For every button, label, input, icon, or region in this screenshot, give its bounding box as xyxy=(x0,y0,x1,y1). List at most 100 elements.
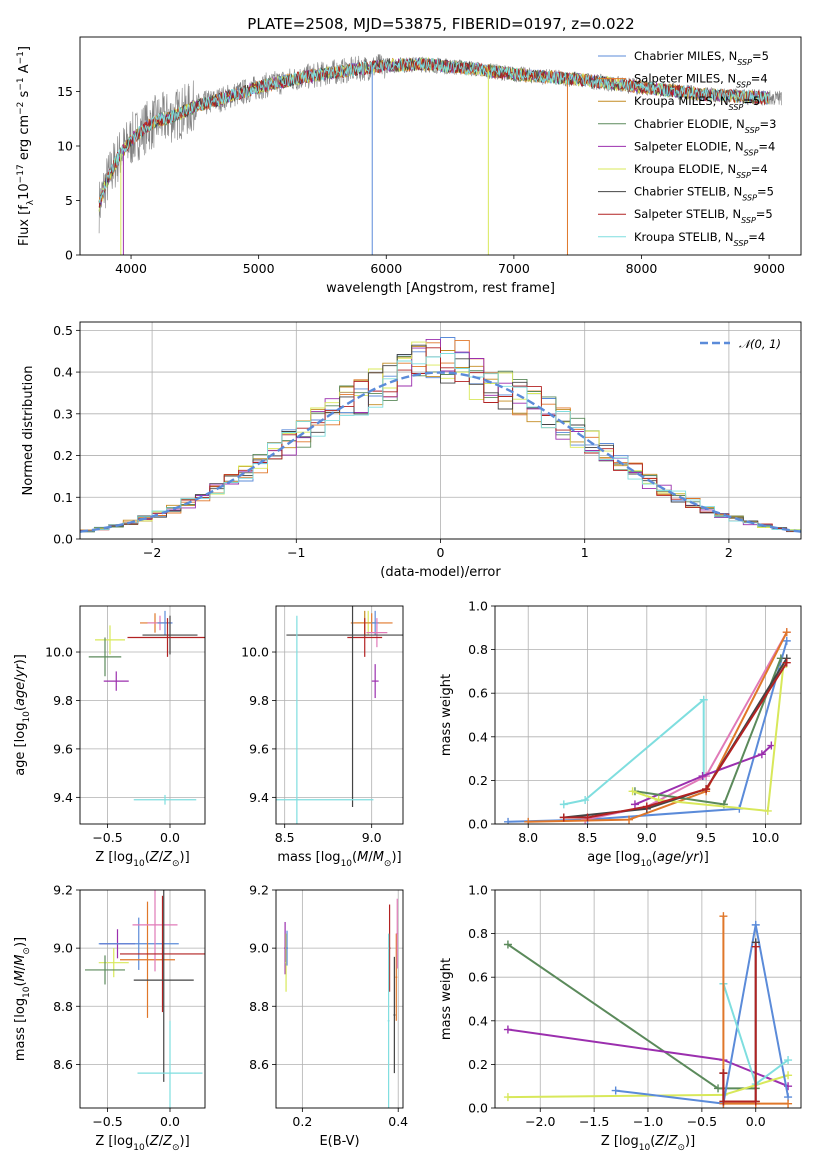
ticks: −0.5 0.0 8.6 8.8 9.0 9.2 xyxy=(53,883,180,1130)
y-tick-label: 9.4 xyxy=(249,790,269,805)
weight-marker xyxy=(702,785,711,794)
plot-area xyxy=(88,610,205,805)
y-tick-label: 0.0 xyxy=(468,817,488,832)
plot-area xyxy=(85,890,205,1108)
y-tick-label: 8.6 xyxy=(53,1057,73,1072)
x-tick-label: 4000 xyxy=(115,261,147,276)
legend-label: Kroupa ELODIE, NSSP=4 xyxy=(634,162,768,180)
weight-marker xyxy=(625,815,634,824)
age-vs-metallicity-panel: −0.5 0.0 9.4 9.6 9.8 10.0 Z [log10(Z/Z⊙)] age [… xyxy=(13,605,206,869)
y-tick-label: 0.2 xyxy=(53,448,73,463)
x-tick-label: 8.0 xyxy=(518,830,538,845)
x-tick-label: −2.0 xyxy=(525,1114,555,1129)
weight-marker xyxy=(784,1071,793,1080)
x-tick-label: 7000 xyxy=(498,261,530,276)
y-tick-label: 9.2 xyxy=(249,883,269,898)
weight-marker xyxy=(719,1097,728,1106)
x-axis-label: wavelength [Angstrom, rest frame] xyxy=(326,281,555,296)
y-tick-label: 0.0 xyxy=(53,532,73,547)
legend-label: Kroupa STELIB, NSSP=4 xyxy=(634,230,765,248)
grid xyxy=(276,606,403,824)
y-tick-label: 0.2 xyxy=(468,1057,488,1072)
weight-line xyxy=(722,946,757,1103)
weight-line xyxy=(563,698,705,806)
plot-area xyxy=(98,53,782,255)
x-axis-label: E(B-V) xyxy=(319,1134,359,1149)
x-tick-label: 1 xyxy=(581,545,589,560)
y-tick-label: 15 xyxy=(57,84,73,99)
x-tick-label: −1 xyxy=(287,545,305,560)
weight-marker xyxy=(719,912,728,921)
y-tick-label: 9.8 xyxy=(249,693,269,708)
axes-frame xyxy=(275,889,404,1109)
y-tick-label: 0.1 xyxy=(53,490,73,505)
y-tick-label: 0.0 xyxy=(468,1101,488,1116)
y-tick-label: 9.0 xyxy=(53,941,73,956)
weight-marker xyxy=(524,817,533,824)
weight-line xyxy=(615,923,790,1105)
legend: 𝒩(0, 1) xyxy=(700,337,781,351)
axes-frame xyxy=(79,889,206,1109)
y-tick-label: 10 xyxy=(57,139,73,154)
weight-marker xyxy=(714,1084,723,1093)
weight-marker xyxy=(699,695,708,704)
y-tick-label: 0.4 xyxy=(53,365,73,380)
y-tick-label: 1.0 xyxy=(468,599,488,614)
y-tick-label: 9.6 xyxy=(249,741,269,756)
residual-histogram xyxy=(80,344,801,533)
x-tick-label: 0.0 xyxy=(160,830,180,845)
weight-line xyxy=(722,916,789,1105)
weight-marker xyxy=(751,920,760,929)
weight-marker xyxy=(757,750,766,759)
x-tick-label: 0.0 xyxy=(746,1114,766,1129)
y-tick-label: 1.0 xyxy=(468,883,488,898)
weight-marker xyxy=(719,1069,728,1078)
weight-marker xyxy=(559,800,568,809)
y-tick-label: 9.6 xyxy=(53,741,73,756)
y-axis-label: Flux [fλ10−17 erg cm−2 s−1 A−1] xyxy=(16,46,36,246)
ticks: −0.5 0.0 9.4 9.6 9.8 10.0 xyxy=(45,645,180,845)
y-axis-label: mass [log10(M/M⊙)] xyxy=(13,937,32,1061)
x-axis-label: age [log10(age/yr)] xyxy=(587,850,709,869)
legend-label: Chabrier STELIB, NSSP=5 xyxy=(634,185,774,203)
x-tick-label: 2 xyxy=(725,545,733,560)
y-tick-label: 9.4 xyxy=(53,790,73,805)
weight-line xyxy=(563,662,788,819)
weight-marker xyxy=(630,800,639,809)
axes-frame xyxy=(275,605,404,825)
weight-marker xyxy=(503,940,512,949)
age-vs-mass-panel: 8.5 9.0 9.4 9.6 9.8 10.0 mass [log10(M/M⊙)] xyxy=(241,605,404,869)
y-tick-label: 0.6 xyxy=(468,970,488,985)
plot-area xyxy=(503,912,793,1108)
x-tick-label: 10.0 xyxy=(751,830,779,845)
plot-area xyxy=(80,337,801,533)
spectrum-panel: 4000 5000 6000 7000 8000 9000 0 5 10 15 wavelength… xyxy=(16,36,802,296)
x-tick-label: −0.5 xyxy=(687,1114,717,1129)
legend-label: 𝒩(0, 1) xyxy=(739,337,781,351)
y-tick-label: 8.8 xyxy=(249,999,269,1014)
weight-marker xyxy=(503,1093,512,1102)
x-tick-label: 0 xyxy=(437,545,445,560)
weight-marker xyxy=(503,1025,512,1034)
y-tick-label: 0.8 xyxy=(468,926,488,941)
grid xyxy=(276,889,403,1108)
weight-line xyxy=(528,631,788,823)
mass-vs-metallicity-panel: −0.5 0.0 8.6 8.8 9.0 9.2 Z [log10(Z/Z⊙)] mass [… xyxy=(13,883,206,1153)
x-tick-label: 0.2 xyxy=(292,1114,312,1129)
ticks: 8.5 9.0 9.4 9.6 9.8 10.0 xyxy=(241,645,382,845)
plot-area xyxy=(504,628,791,824)
weight-marker xyxy=(784,1099,793,1108)
grid xyxy=(495,605,801,825)
axes-frame xyxy=(79,605,206,825)
y-tick-label: 10.0 xyxy=(45,645,73,660)
axes-frame xyxy=(79,321,802,540)
mass-vs-ebv-panel: 0.2 0.4 8.6 8.8 9.0 9.2 E(B-V) xyxy=(249,883,408,1150)
weight-marker xyxy=(751,1097,760,1106)
x-tick-label: 0.4 xyxy=(388,1114,408,1129)
ticks: −2.0 −1.5 −1.0 −0.5 0.0 0.0 0.2 0.4 0.6 0.8 1.0 xyxy=(468,883,766,1130)
weight-line xyxy=(632,666,785,812)
y-axis-label: mass weight xyxy=(439,958,454,1040)
weight-line xyxy=(507,943,756,1090)
grid xyxy=(495,889,801,1109)
x-tick-label: 6000 xyxy=(370,261,402,276)
